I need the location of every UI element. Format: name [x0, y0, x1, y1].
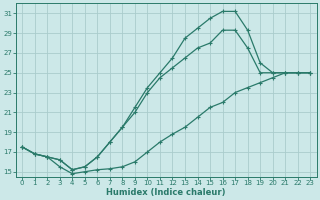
X-axis label: Humidex (Indice chaleur): Humidex (Indice chaleur): [107, 188, 226, 197]
